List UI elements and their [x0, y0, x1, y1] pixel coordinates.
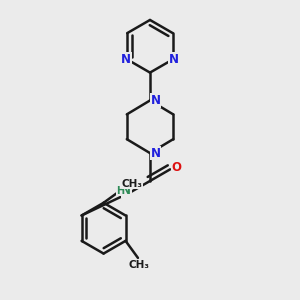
Text: H: H	[116, 186, 125, 196]
Text: CH₃: CH₃	[122, 178, 143, 188]
Text: N: N	[121, 53, 131, 66]
Text: O: O	[171, 161, 181, 174]
Text: CH₃: CH₃	[128, 260, 149, 270]
Text: N: N	[151, 94, 160, 107]
Text: N: N	[121, 184, 131, 197]
Text: N: N	[169, 53, 179, 66]
Text: N: N	[151, 147, 160, 160]
